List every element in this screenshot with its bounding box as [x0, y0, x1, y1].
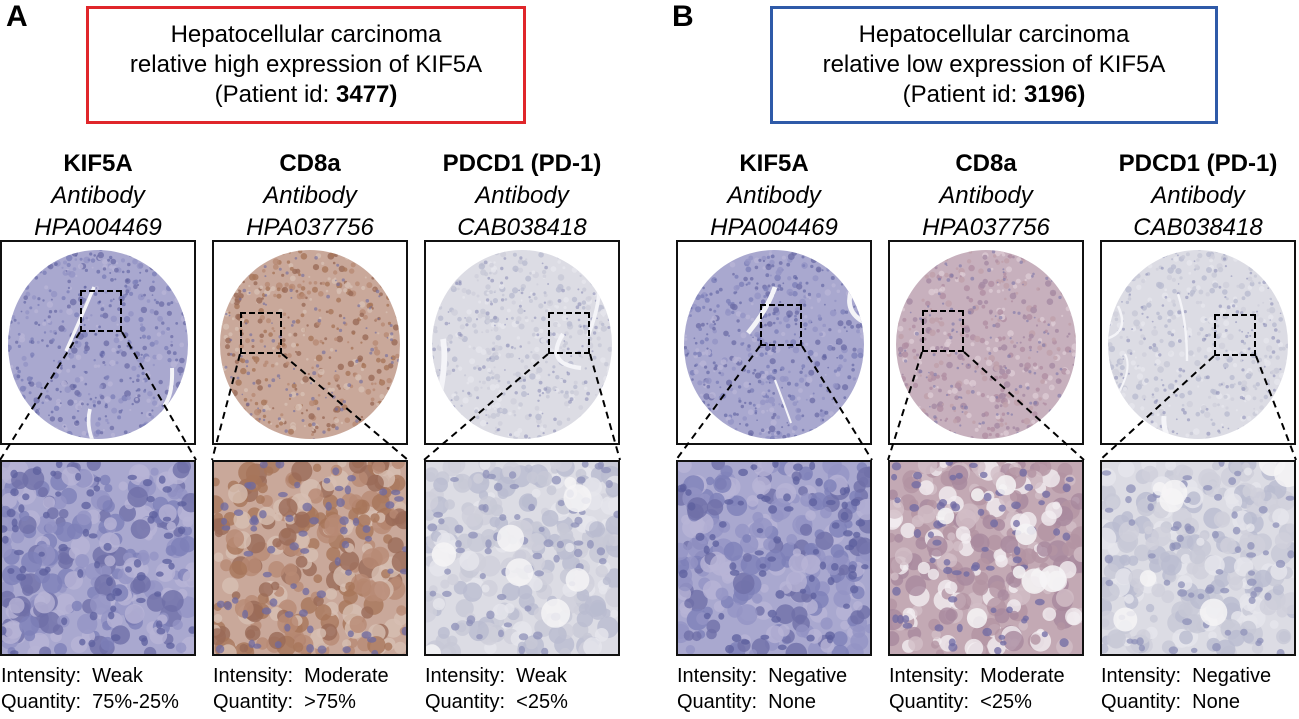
intensity-value: Moderate	[304, 665, 389, 687]
antibody-id: CAB038418	[457, 214, 587, 241]
quantity-value: <25%	[516, 691, 568, 713]
title-line-1: Hepatocellular carcinoma	[858, 21, 1130, 48]
intensity-row: Intensity: Weak	[425, 663, 568, 689]
intensity-label: Intensity:	[1, 665, 82, 687]
quantity-row: Quantity: >75%	[213, 689, 389, 715]
column-header-kif5a: KIF5A Antibody HPA004469	[669, 148, 879, 244]
antibody-id: HPA037756	[922, 214, 1050, 241]
staining-caption: Intensity: Weak Quantity: 75%-25%	[1, 663, 179, 715]
zoom-region-box	[80, 290, 122, 332]
zoomed-tissue-image	[888, 460, 1084, 656]
antibody-id: CAB038418	[1133, 214, 1263, 241]
staining-caption: Intensity: Weak Quantity: <25%	[425, 663, 568, 715]
zoom-region-box	[922, 310, 964, 352]
patient-id-prefix: (Patient id:	[214, 81, 336, 108]
column-header-cd8a: CD8a Antibody HPA037756	[881, 148, 1091, 244]
antibody-label: Antibody	[939, 182, 1033, 209]
intensity-label: Intensity:	[889, 665, 970, 687]
zoom-region-box	[760, 304, 802, 346]
staining-caption: Intensity: Moderate Quantity: <25%	[889, 663, 1065, 715]
quantity-row: Quantity: <25%	[889, 689, 1065, 715]
zoom-region-box	[548, 312, 590, 354]
intensity-label: Intensity:	[677, 665, 758, 687]
quantity-label: Quantity:	[213, 691, 294, 713]
intensity-value: Weak	[92, 665, 143, 687]
quantity-label: Quantity:	[1, 691, 82, 713]
zoom-region-box	[240, 312, 282, 354]
antibody-label: Antibody	[475, 182, 569, 209]
column-header-pdcd1-pd-1: PDCD1 (PD-1) Antibody CAB038418	[417, 148, 627, 244]
quantity-label: Quantity:	[1101, 691, 1182, 713]
quantity-value: None	[768, 691, 816, 713]
quantity-value: 75%-25%	[92, 691, 179, 713]
panel-label-b: B	[672, 0, 694, 33]
title-line-2: relative high expression of KIF5A	[129, 51, 483, 78]
intensity-row: Intensity: Negative	[1101, 663, 1271, 689]
quantity-value: <25%	[980, 691, 1032, 713]
quantity-row: Quantity: None	[1101, 689, 1271, 715]
staining-caption: Intensity: Moderate Quantity: >75%	[213, 663, 389, 715]
antibody-id: HPA004469	[710, 214, 838, 241]
marker-name: CD8a	[955, 150, 1017, 177]
zoom-region-box	[1214, 314, 1256, 356]
antibody-id: HPA004469	[34, 214, 162, 241]
tissue-core-image	[424, 240, 620, 445]
column-header-cd8a: CD8a Antibody HPA037756	[205, 148, 415, 244]
patient-id-value: 3477)	[336, 81, 398, 108]
column-header-pdcd1-pd-1: PDCD1 (PD-1) Antibody CAB038418	[1093, 148, 1299, 244]
patient-id-line: (Patient id: 3196)	[903, 80, 1086, 110]
quantity-row: Quantity: 75%-25%	[1, 689, 179, 715]
zoomed-tissue-image	[1100, 460, 1296, 656]
intensity-label: Intensity:	[425, 665, 506, 687]
tissue-core-image	[0, 240, 196, 445]
zoomed-tissue-image	[212, 460, 408, 656]
quantity-value: >75%	[304, 691, 356, 713]
title-box-low-expression: Hepatocellular carcinoma relative low ex…	[770, 6, 1218, 124]
marker-name: KIF5A	[739, 150, 809, 177]
staining-caption: Intensity: Negative Quantity: None	[1101, 663, 1271, 715]
staining-caption: Intensity: Negative Quantity: None	[677, 663, 847, 715]
title-box-high-expression: Hepatocellular carcinoma relative high e…	[86, 6, 526, 124]
zoomed-tissue-image	[0, 460, 196, 656]
marker-name: KIF5A	[63, 150, 133, 177]
intensity-value: Moderate	[980, 665, 1065, 687]
patient-id-line: (Patient id: 3477)	[215, 80, 398, 110]
quantity-label: Quantity:	[889, 691, 970, 713]
intensity-value: Negative	[768, 665, 848, 687]
title-line-1: Hepatocellular carcinoma	[170, 21, 442, 48]
intensity-row: Intensity: Weak	[1, 663, 179, 689]
antibody-label: Antibody	[1151, 182, 1245, 209]
intensity-row: Intensity: Negative	[677, 663, 847, 689]
antibody-id: HPA037756	[246, 214, 374, 241]
intensity-label: Intensity:	[213, 665, 294, 687]
panel-label-a: A	[6, 0, 28, 33]
title-line-2: relative low expression of KIF5A	[822, 51, 1166, 78]
marker-name: PDCD1 (PD-1)	[1118, 150, 1278, 177]
intensity-row: Intensity: Moderate	[213, 663, 389, 689]
antibody-label: Antibody	[263, 182, 357, 209]
quantity-label: Quantity:	[677, 691, 758, 713]
tissue-core-image	[1100, 240, 1296, 445]
zoomed-tissue-image	[676, 460, 872, 656]
intensity-label: Intensity:	[1101, 665, 1182, 687]
antibody-label: Antibody	[727, 182, 821, 209]
column-header-kif5a: KIF5A Antibody HPA004469	[0, 148, 203, 244]
patient-id-value: 3196)	[1024, 81, 1086, 108]
quantity-label: Quantity:	[425, 691, 506, 713]
marker-name: CD8a	[279, 150, 341, 177]
quantity-value: None	[1192, 691, 1240, 713]
zoomed-tissue-image	[424, 460, 620, 656]
intensity-value: Weak	[516, 665, 567, 687]
quantity-row: Quantity: <25%	[425, 689, 568, 715]
quantity-row: Quantity: None	[677, 689, 847, 715]
intensity-value: Negative	[1192, 665, 1272, 687]
patient-id-prefix: (Patient id:	[902, 81, 1024, 108]
marker-name: PDCD1 (PD-1)	[442, 150, 602, 177]
antibody-label: Antibody	[51, 182, 145, 209]
intensity-row: Intensity: Moderate	[889, 663, 1065, 689]
tissue-core-image	[888, 240, 1084, 445]
